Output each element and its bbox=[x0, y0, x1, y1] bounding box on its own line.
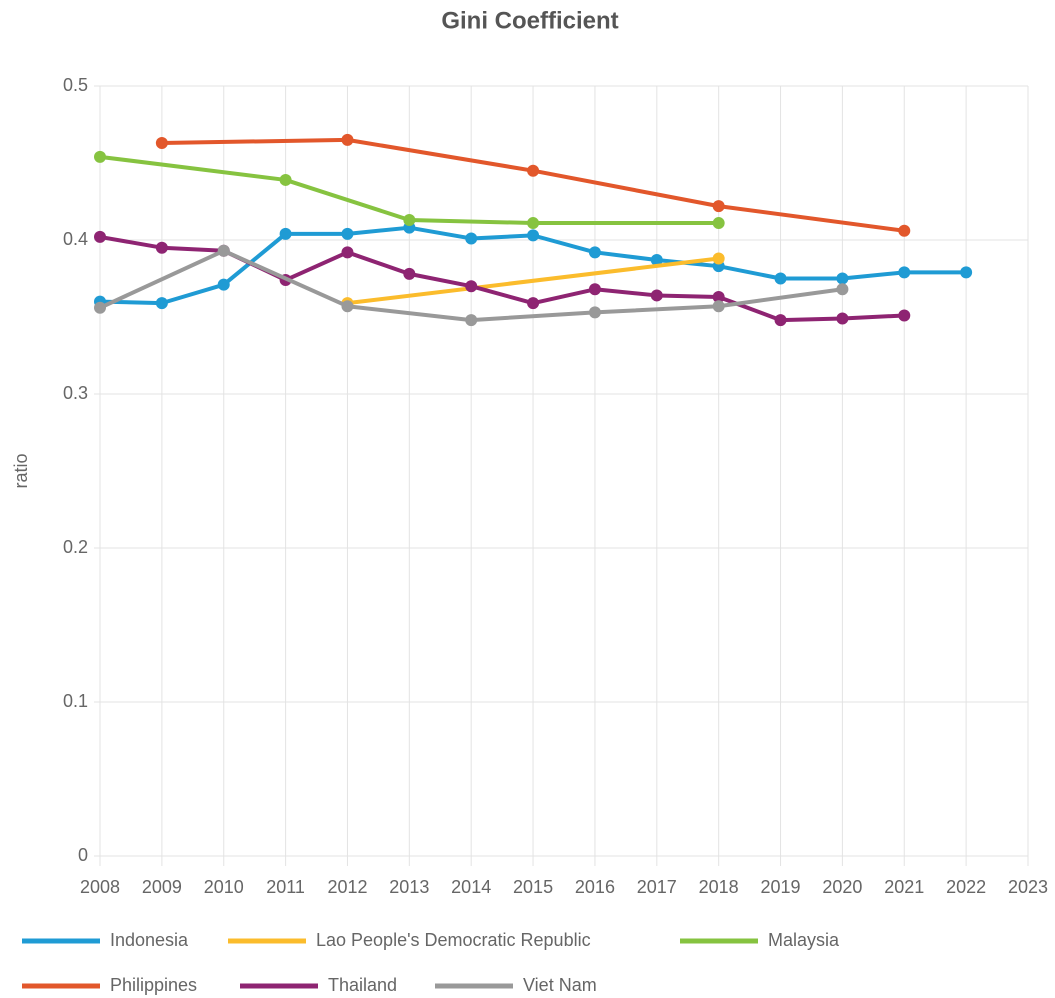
y-tick-label: 0.1 bbox=[63, 691, 88, 711]
x-tick-label: 2013 bbox=[389, 877, 429, 897]
data-point bbox=[774, 272, 787, 285]
data-point bbox=[650, 289, 663, 302]
y-tick-label: 0 bbox=[78, 845, 88, 865]
series-line bbox=[347, 256, 719, 306]
x-tick-label: 2022 bbox=[946, 877, 986, 897]
x-tick-label: 2021 bbox=[884, 877, 924, 897]
x-tick-label: 2014 bbox=[451, 877, 491, 897]
y-tick-label: 0.3 bbox=[63, 383, 88, 403]
data-point bbox=[588, 306, 601, 319]
data-point bbox=[898, 309, 911, 322]
data-point bbox=[465, 232, 478, 245]
data-point bbox=[341, 227, 354, 240]
y-tick-label: 0.5 bbox=[63, 75, 88, 95]
x-tick-label: 2011 bbox=[266, 877, 305, 897]
data-point bbox=[712, 217, 725, 230]
y-tick-label: 0.4 bbox=[63, 229, 88, 249]
data-point bbox=[774, 314, 787, 327]
data-point bbox=[279, 227, 292, 240]
data-point bbox=[898, 266, 911, 279]
x-tick-label: 2020 bbox=[822, 877, 862, 897]
data-point bbox=[403, 267, 416, 280]
legend-label: Viet Nam bbox=[523, 975, 597, 995]
x-tick-label: 2016 bbox=[575, 877, 615, 897]
x-tick-label: 2019 bbox=[761, 877, 801, 897]
data-point bbox=[217, 244, 230, 257]
data-point bbox=[712, 200, 725, 213]
data-point bbox=[712, 290, 725, 303]
legend-label: Lao People's Democratic Republic bbox=[316, 930, 591, 950]
data-point bbox=[341, 300, 354, 313]
data-point bbox=[527, 229, 540, 242]
x-tick-label: 2010 bbox=[204, 877, 244, 897]
data-point bbox=[94, 301, 106, 314]
data-point bbox=[465, 280, 478, 293]
x-tick-label: 2012 bbox=[327, 877, 367, 897]
data-point bbox=[217, 278, 230, 291]
data-point bbox=[403, 213, 416, 226]
data-point bbox=[836, 283, 849, 296]
data-point bbox=[155, 136, 168, 149]
data-point bbox=[341, 246, 354, 259]
chart-title: Gini Coefficient bbox=[441, 7, 618, 34]
data-point bbox=[279, 173, 292, 186]
data-point bbox=[527, 217, 540, 230]
x-tick-label: 2023 bbox=[1008, 877, 1048, 897]
data-point bbox=[836, 272, 849, 285]
legend-label: Thailand bbox=[328, 975, 397, 995]
data-point bbox=[588, 283, 601, 296]
y-axis-label: ratio bbox=[11, 453, 31, 488]
y-tick-label: 0.2 bbox=[63, 537, 88, 557]
data-point bbox=[712, 300, 725, 313]
data-point bbox=[836, 312, 849, 325]
data-point bbox=[588, 246, 601, 259]
x-tick-label: 2017 bbox=[637, 877, 677, 897]
data-point bbox=[155, 241, 168, 254]
data-point bbox=[94, 230, 106, 243]
data-point bbox=[94, 150, 106, 163]
data-point bbox=[527, 297, 540, 310]
data-point bbox=[960, 266, 973, 279]
data-point bbox=[341, 133, 354, 146]
x-tick-label: 2015 bbox=[513, 877, 553, 897]
data-point bbox=[155, 297, 168, 310]
x-tick-label: 2008 bbox=[80, 877, 120, 897]
x-tick-label: 2009 bbox=[142, 877, 182, 897]
data-point bbox=[465, 314, 478, 327]
legend-label: Philippines bbox=[110, 975, 197, 995]
x-tick-label: 2018 bbox=[699, 877, 739, 897]
legend-label: Malaysia bbox=[768, 930, 840, 950]
data-point bbox=[650, 254, 663, 267]
data-point bbox=[898, 224, 911, 237]
legend-label: Indonesia bbox=[110, 930, 189, 950]
data-point bbox=[712, 252, 725, 265]
data-point bbox=[527, 164, 540, 177]
